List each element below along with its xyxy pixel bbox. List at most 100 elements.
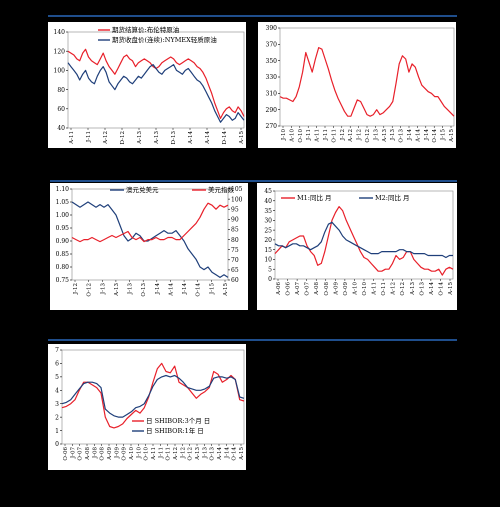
p4-x-tick-label: A-06 (276, 282, 282, 296)
p3-y-tick-label: 0.80 (56, 264, 70, 271)
p5-series-0-line (61, 362, 245, 429)
p3-legend-label-1: 美元指数 (208, 185, 235, 194)
money-supply-chart: 0 5 10 15 20 25 30 35 40 45 A-06 O-06 A-07 O-07 A-08 O-… (257, 183, 457, 310)
p1-plot-frame (67, 31, 245, 129)
sep-top (48, 15, 457, 17)
p1-y-tick-label: 40 (57, 125, 65, 132)
p3-x-tick-label: J-13 (100, 283, 106, 296)
p3-y2-tick-label: 80 (231, 237, 239, 244)
p2-y-tick-label: 290 (266, 107, 278, 114)
p5-x-tick-label: J-07 (70, 447, 76, 460)
p4-x-tick-label: A-08 (314, 282, 320, 296)
p1-y-tick-label: 60 (57, 106, 65, 113)
p2-y-tick-label: 310 (266, 91, 278, 98)
p3-y2-tick-label: 75 (231, 247, 239, 254)
p5-x-tick-label: J-10 (136, 447, 142, 460)
p3-y2-tick-label: 90 (231, 217, 239, 224)
p3-plot-frame (71, 188, 229, 281)
p1-y-tick-label: 100 (54, 68, 66, 75)
p2-x-tick-label: A-11 (315, 129, 321, 143)
p5-y-tick-label: 2 (55, 414, 59, 421)
p5-y-tick-label: 3 (55, 401, 59, 408)
p2-x-tick-label: J-13 (373, 129, 379, 142)
p3-y2-tick-label: 70 (231, 257, 239, 264)
p5-legend-label-0: 日 SHIBOR:3个月 日 (146, 417, 210, 425)
p5-x-tick-label: O-14 (232, 447, 238, 461)
p4-x-tick-label: A-14 (429, 282, 435, 296)
p1-x-tick-label: A-14 (188, 131, 194, 145)
p5-x-tick-label: A-08 (85, 447, 91, 461)
p4-x-tick-label: O-11 (381, 282, 387, 296)
p3-y2-tick-label: 65 (231, 267, 239, 274)
p1-x-tick-label: A-12 (103, 131, 109, 145)
p2-y-tick-label: 390 (266, 25, 278, 32)
p5-x-tick-label: O-13 (210, 447, 216, 461)
p2-x-tick-label: J-13 (390, 129, 396, 142)
p5-x-tick-label: J-12 (180, 447, 186, 459)
p1-x-tick-label: J-11 (86, 131, 92, 143)
p3-x-tick-label: J-15 (209, 283, 215, 296)
p5-x-tick-label: A-15 (239, 447, 245, 461)
p3-legend-label-0: 澳元兑美元 (126, 185, 159, 194)
p2-x-tick-label: J-12 (340, 129, 346, 141)
money-supply-chart-svg: 0 5 10 15 20 25 30 35 40 45 A-06 O-06 A-07 O-07 A-08 O-… (264, 188, 454, 296)
p4-x-tick-label: O-12 (400, 282, 406, 296)
p5-x-tick-label: J-13 (202, 447, 208, 460)
p4-legend-label-0: M1:同比 月 (297, 193, 332, 202)
p4-x-tick-label: O-10 (362, 282, 368, 296)
p5-x-tick-label: O-12 (188, 447, 194, 461)
p2-plot-frame (279, 27, 455, 127)
p4-x-tick-label: A-09 (333, 282, 339, 296)
p3-y-tick-label: 0.75 (56, 277, 70, 284)
p3-y-tick-label: 0.85 (56, 251, 70, 258)
p4-x-tick-label: O-13 (419, 282, 425, 296)
p4-y-tick-label: 5 (268, 266, 272, 273)
shibor-chart: 0 1 2 3 4 5 6 7 O-06 J-07 O-07 A-08 J-08 O-08 A-09 J-09… (48, 344, 246, 470)
p5-y-tick-label: 4 (55, 387, 59, 394)
p4-legend-label-1: M2:同比 月 (375, 193, 410, 202)
p4-x-tick-label: O-09 (343, 282, 349, 296)
p4-y-tick-label: 45 (264, 188, 272, 195)
p3-y2-tick-label: 60 (231, 277, 239, 284)
p4-y-tick-label: 0 (268, 276, 272, 283)
p3-y-tick-label: 1.00 (56, 212, 70, 219)
p5-x-tick-label: A-13 (195, 447, 201, 461)
p5-x-tick-label: J-14 (224, 447, 230, 460)
shibor-chart-svg: 0 1 2 3 4 5 6 7 O-06 J-07 O-07 A-08 J-08 O-08 A-09 J-09… (55, 347, 245, 461)
p1-y-tick-label: 80 (57, 87, 65, 94)
p4-x-tick-label: A-15 (448, 282, 454, 296)
p3-x-tick-label: J-14 (182, 283, 188, 296)
p2-y-tick-label: 350 (266, 58, 278, 65)
p5-x-tick-label: O-06 (63, 447, 69, 461)
p1-legend-label-0: 期货结算价:布伦特原油 (112, 25, 179, 34)
p1-x-tick-label: D-13 (171, 131, 177, 145)
p3-x-tick-label: A-15 (223, 283, 229, 297)
p4-y-tick-label: 30 (264, 218, 272, 225)
p5-series-1-line (61, 374, 245, 418)
p1-series-1-line (67, 62, 245, 123)
p2-x-tick-label: J-12 (357, 129, 363, 141)
p2-y-tick-label: 330 (266, 74, 278, 81)
p3-x-tick-label: A-14 (168, 283, 174, 297)
p5-x-tick-label: A-12 (173, 447, 179, 461)
sep-bottom (48, 339, 457, 341)
p3-series-1-line (71, 202, 229, 243)
p2-series-0-line (279, 47, 455, 117)
p3-x-tick-label: O-14 (196, 283, 202, 297)
p1-x-tick-label: A-13 (137, 131, 143, 145)
p3-y-tick-label: 1.10 (56, 186, 70, 193)
p5-x-tick-label: O-10 (144, 447, 150, 461)
p5-x-tick-label: A-10 (129, 447, 135, 461)
p4-x-tick-label: A-10 (352, 282, 358, 296)
p5-x-tick-label: O-08 (100, 447, 106, 461)
p3-x-tick-label: J-14 (155, 283, 161, 296)
p4-y-tick-label: 10 (264, 257, 272, 264)
p1-y-tick-label: 120 (54, 48, 66, 55)
p4-x-tick-label: A-11 (372, 282, 378, 296)
p4-series-1-line (274, 221, 453, 259)
p2-x-tick-label: J-14 (424, 129, 430, 142)
p2-x-tick-label: O-14 (432, 129, 438, 143)
p2-x-tick-label: A-12 (348, 129, 354, 143)
p3-y-tick-label: 0.95 (56, 225, 70, 232)
